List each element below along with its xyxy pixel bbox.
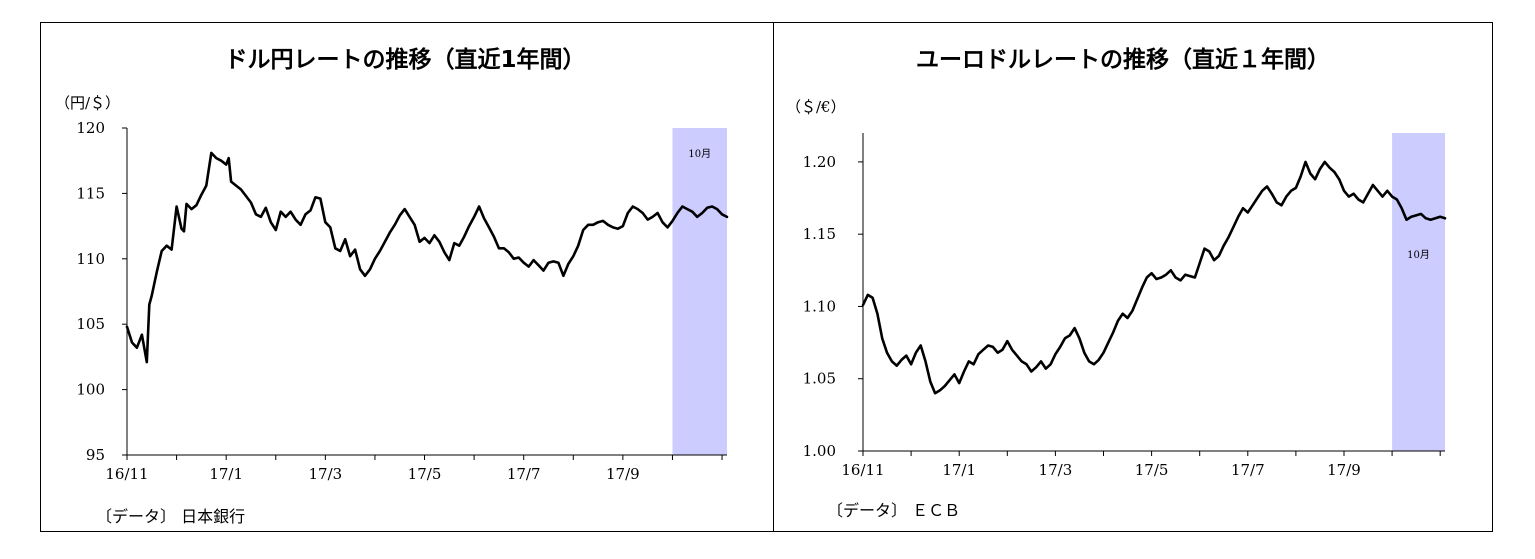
panel-divider: [773, 22, 774, 532]
eurusd-x-tick-label: 16/11: [841, 461, 884, 479]
usdjpy-x-tick-label: 17/5: [408, 465, 442, 483]
eurusd-series-line: [861, 160, 1447, 395]
eurusd-data-source: 〔データ〕 ＥＣＢ: [827, 501, 961, 520]
usdjpy-y-tick-label: 110: [76, 250, 105, 268]
usdjpy-unit-label: （円/＄）: [55, 94, 121, 112]
usdjpy-x-tick-label: 17/3: [309, 465, 343, 483]
usdjpy-x-tick-label: 16/11: [105, 465, 148, 483]
usdjpy-y-tick-label: 100: [76, 381, 105, 399]
usdjpy-y-tick-label: 115: [76, 184, 105, 202]
eurusd-y-tick-label: 1.05: [803, 370, 836, 388]
eurusd-unit-label: （＄/€）: [786, 98, 846, 116]
usdjpy-data-source: 〔データ〕 日本銀行: [96, 507, 246, 526]
eurusd-x-tick-label: 17/3: [1039, 461, 1073, 479]
usdjpy-y-tick-label: 95: [86, 446, 105, 464]
usdjpy-series-line: [125, 151, 729, 364]
eurusd-october-label: 10月: [1407, 249, 1430, 261]
eurusd-october-highlight: [1392, 133, 1445, 451]
eurusd-y-tick-label: 1.00: [803, 442, 836, 460]
usdjpy-y-tick-label: 120: [76, 119, 105, 137]
eurusd-y-tick-label: 1.10: [803, 297, 836, 315]
usdjpy-chart-title: ドル円レートの推移（直近1年間）: [224, 47, 586, 73]
usdjpy-x-tick-label: 17/7: [507, 465, 541, 483]
usdjpy-x-tick-label: 17/1: [209, 465, 243, 483]
eurusd-chart-title: ユーロドルレートの推移（直近１年間）: [916, 47, 1330, 73]
eurusd-y-tick-label: 1.20: [803, 153, 836, 171]
chart-frame: [40, 22, 1493, 532]
eurusd-y-tick-label: 1.15: [803, 225, 836, 243]
usdjpy-x-tick-label: 17/9: [606, 465, 640, 483]
eurusd-x-tick-label: 17/5: [1135, 461, 1169, 479]
eurusd-x-tick-label: 17/9: [1327, 461, 1361, 479]
eurusd-x-tick-label: 17/1: [942, 461, 976, 479]
usdjpy-y-tick-label: 105: [76, 315, 105, 333]
usdjpy-october-highlight: [672, 128, 727, 455]
eurusd-x-tick-label: 17/7: [1231, 461, 1265, 479]
usdjpy-october-label: 10月: [688, 148, 711, 160]
